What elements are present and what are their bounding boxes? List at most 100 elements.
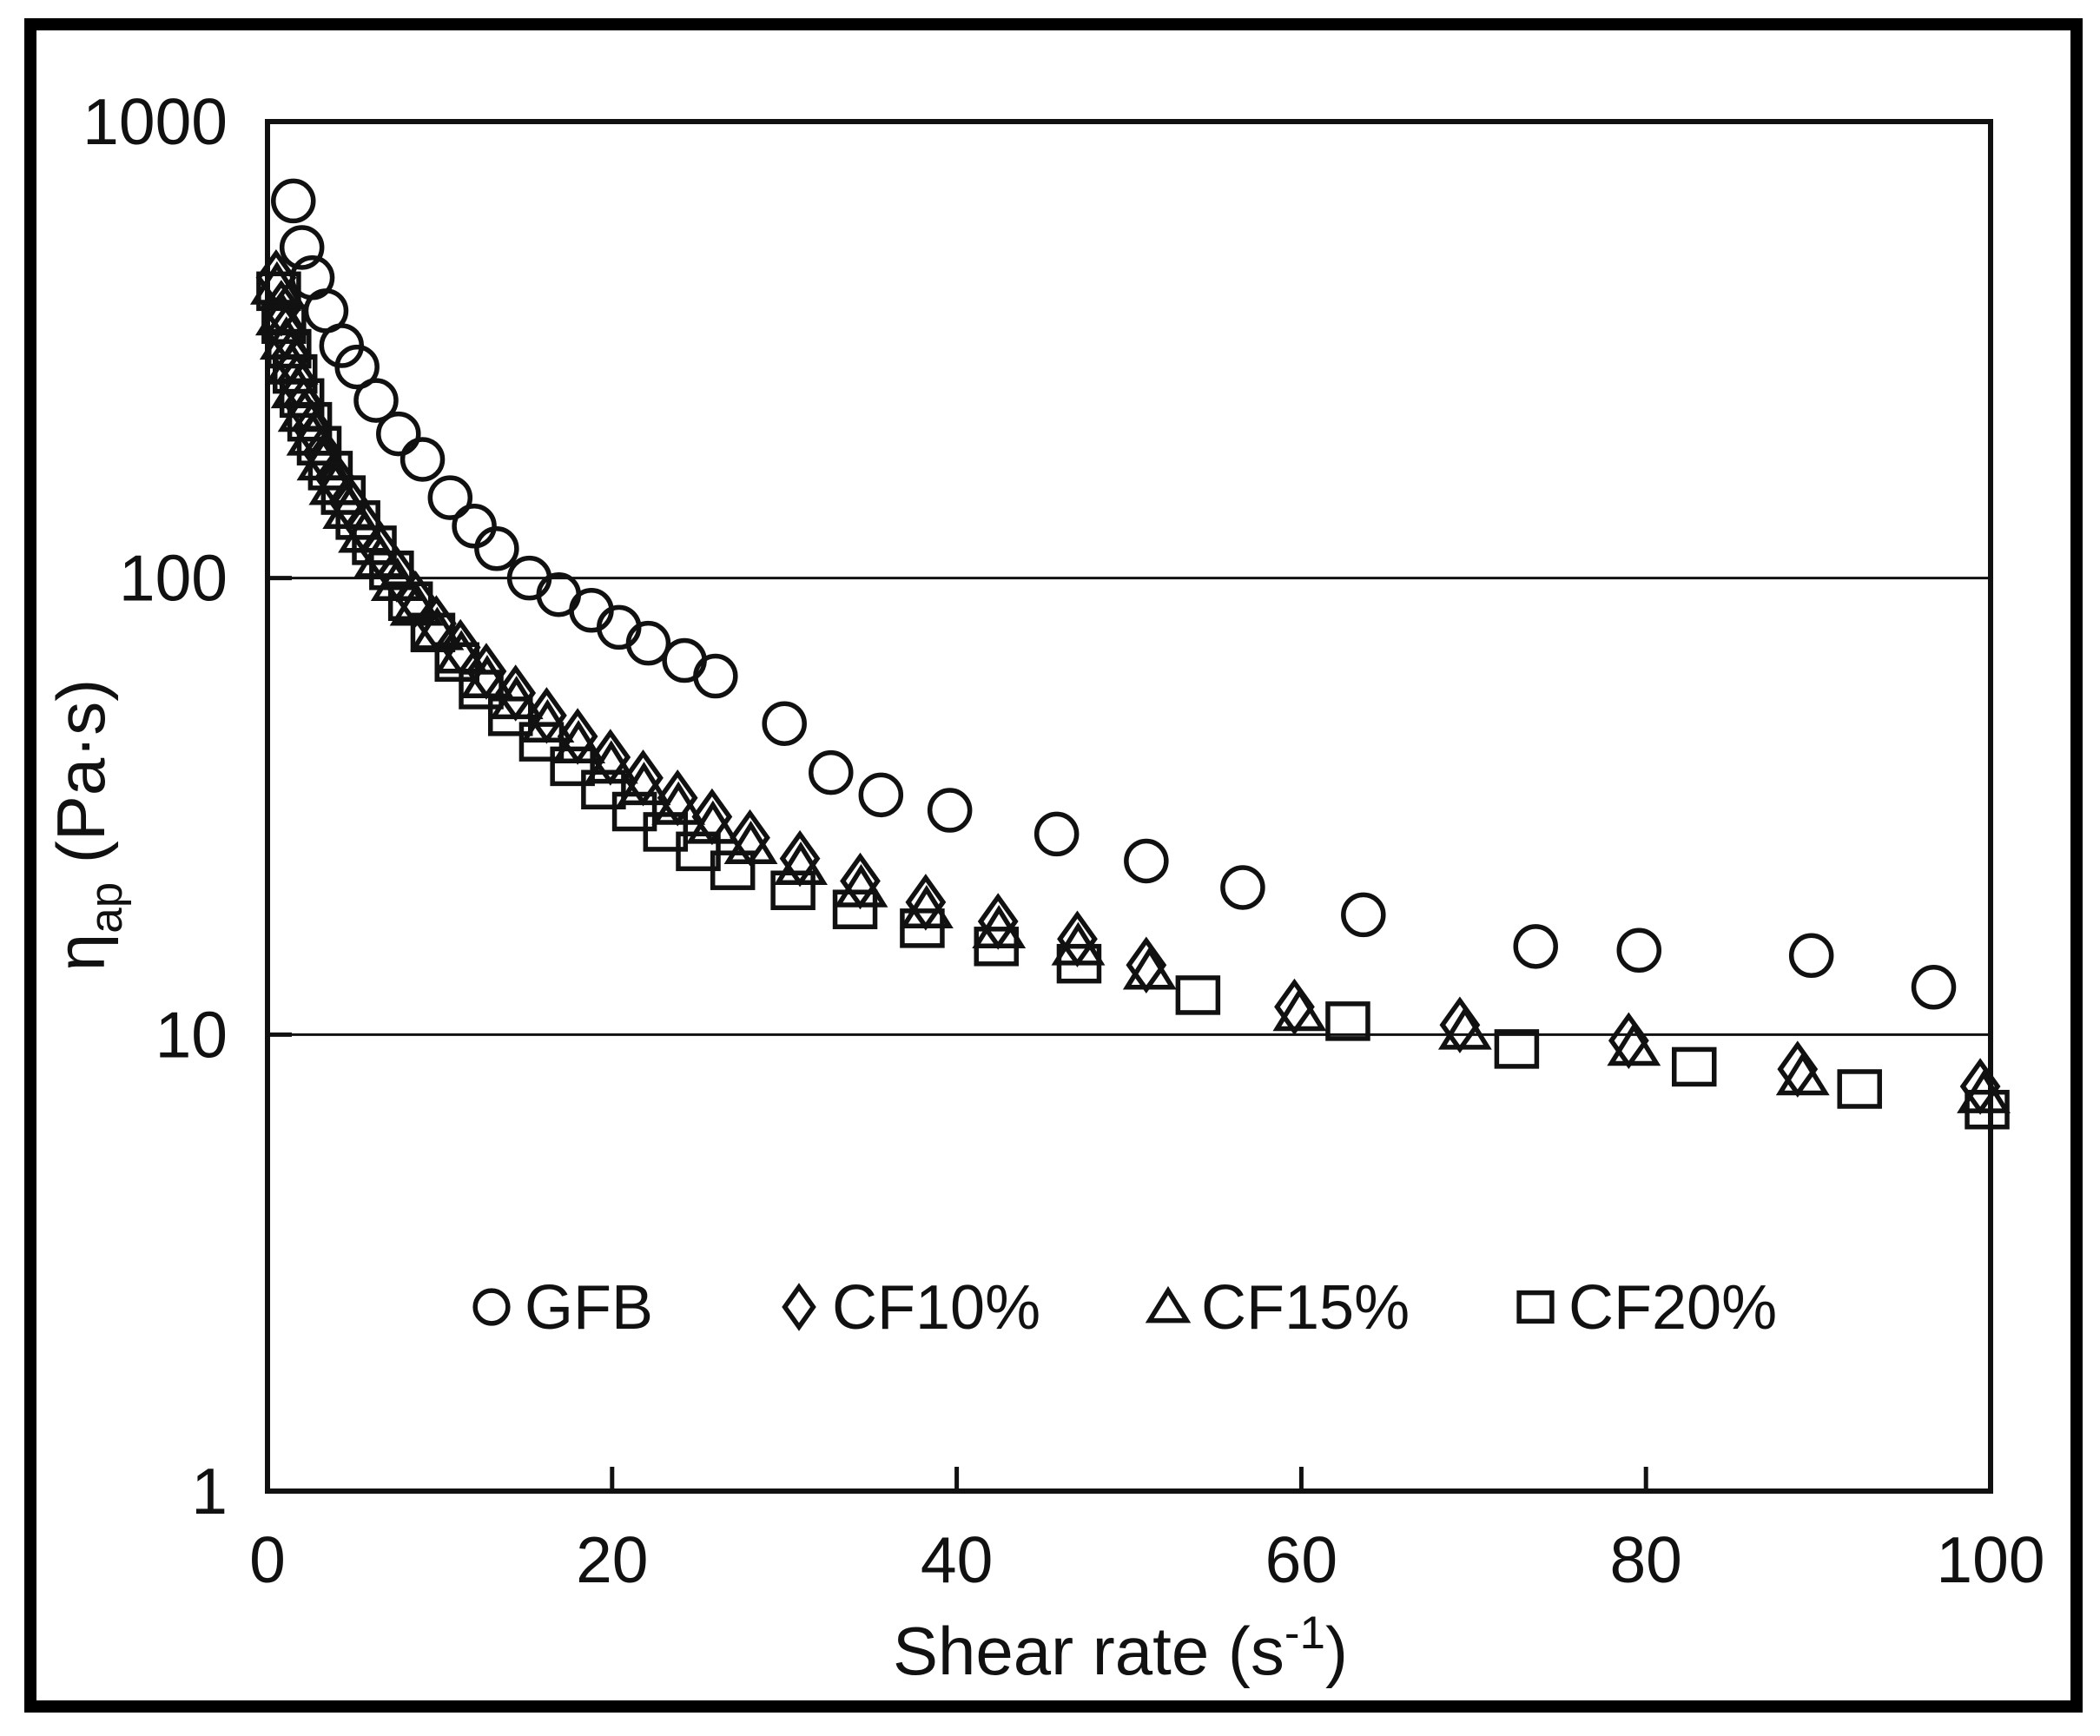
x-tick-label: 80 [1609, 1523, 1681, 1596]
legend: GFB CF10% CF15% CF20% [472, 1273, 1777, 1343]
square-marker [832, 889, 878, 929]
circle-marker [762, 701, 807, 746]
legend-label: CF10% [832, 1273, 1040, 1343]
triangle-marker [389, 582, 444, 626]
series-cf20 [256, 271, 2010, 1130]
square-marker [267, 328, 312, 369]
square-marker [279, 378, 325, 419]
triangle-marker [834, 863, 888, 908]
circle-marker [625, 620, 671, 666]
square-marker [1325, 1001, 1370, 1041]
circle-marker [662, 637, 707, 683]
legend-item-cf10: CF10% [782, 1273, 1040, 1343]
series-gfb [271, 178, 1957, 1010]
diamond-marker [840, 852, 881, 910]
circle-marker [809, 749, 854, 795]
triangle-marker [551, 720, 606, 764]
triangle-marker [520, 699, 575, 743]
y-tick-label: 10 [155, 998, 228, 1071]
square-marker [272, 353, 318, 394]
square-marker [550, 746, 595, 787]
y-axis: 1 10 100 1000 [83, 85, 292, 1528]
legend-label: CF15% [1201, 1273, 1410, 1343]
legend-label: CF20% [1568, 1273, 1777, 1343]
legend-triangle-icon [1145, 1285, 1192, 1323]
triangle-marker [774, 842, 828, 885]
square-marker [1056, 943, 1102, 984]
square-marker [1672, 1046, 1717, 1087]
legend-square-icon [1516, 1290, 1555, 1324]
triangle-marker [370, 558, 425, 602]
triangle-marker [1437, 1006, 1492, 1050]
circle-marker [1124, 838, 1169, 884]
y-tick-label: 1000 [83, 85, 228, 158]
x-tick-label: 0 [249, 1523, 286, 1596]
circle-marker [1341, 892, 1386, 938]
square-marker [611, 791, 657, 832]
triangle-marker [353, 534, 407, 578]
square-marker [487, 696, 533, 736]
square-marker [459, 670, 504, 710]
x-tick-label: 20 [576, 1523, 648, 1596]
circle-marker [693, 653, 738, 699]
triangle-marker [685, 800, 740, 844]
legend-item-cf15: CF15% [1145, 1273, 1410, 1343]
x-axis-title: Shear rate (s-1) [893, 1607, 1348, 1689]
diamond-marker [977, 893, 1019, 950]
square-marker [900, 908, 945, 948]
y-tick-label: 1 [191, 1455, 228, 1528]
circle-marker [1220, 865, 1265, 910]
circle-marker [271, 178, 316, 224]
circle-marker [858, 772, 904, 818]
square-marker [410, 612, 456, 653]
series-cf15 [249, 261, 2011, 1113]
triangle-marker [1122, 946, 1177, 990]
circle-marker [927, 788, 973, 833]
square-marker [434, 642, 479, 683]
triangle-marker [899, 884, 954, 928]
circle-marker [427, 475, 473, 520]
x-tick-label: 60 [1265, 1523, 1337, 1596]
square-marker [581, 769, 626, 810]
circle-marker [279, 225, 325, 270]
x-tick-label: 100 [1936, 1523, 2044, 1596]
square-marker [296, 426, 342, 465]
x-axis: 0 20 40 60 80 100 [249, 1467, 2045, 1596]
circle-marker [376, 411, 421, 457]
circle-marker [334, 344, 380, 390]
square-marker [710, 850, 756, 890]
circle-marker [400, 437, 446, 482]
plot-border [265, 119, 1993, 1494]
triangle-marker [617, 762, 671, 806]
square-marker [320, 475, 367, 515]
square-marker [1965, 1089, 2010, 1130]
square-marker [518, 722, 565, 762]
figure-border [24, 18, 2083, 1713]
square-marker [335, 500, 380, 540]
legend-item-cf20: CF20% [1516, 1273, 1777, 1343]
square-marker [261, 304, 307, 344]
diamond-marker [905, 874, 947, 931]
legend-label: GFB [525, 1273, 653, 1343]
circle-marker [1788, 933, 1834, 979]
y-tick-label: 100 [119, 542, 228, 615]
circle-marker [1513, 924, 1558, 969]
circle-marker [1911, 965, 1957, 1010]
circle-marker [1616, 927, 1662, 973]
square-marker [352, 525, 397, 565]
triangle-marker [651, 781, 706, 825]
square-marker [1175, 975, 1221, 1015]
circle-marker [474, 526, 519, 571]
triangle-marker [1607, 1022, 1661, 1066]
square-marker [1494, 1029, 1540, 1069]
circle-marker [353, 378, 399, 423]
x-tick-label: 40 [921, 1523, 993, 1596]
triangle-marker [584, 740, 638, 784]
square-marker [1837, 1069, 1882, 1109]
square-marker [287, 401, 333, 442]
square-marker [387, 581, 433, 622]
triangle-marker [1272, 987, 1327, 1032]
legend-item-gfb: GFB [472, 1273, 653, 1343]
